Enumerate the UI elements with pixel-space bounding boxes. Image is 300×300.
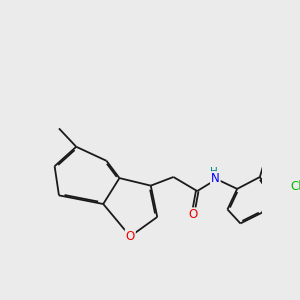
Text: Cl: Cl: [290, 180, 300, 193]
Text: O: O: [188, 208, 197, 221]
Text: O: O: [126, 230, 135, 243]
Text: N: N: [211, 172, 220, 185]
Text: H: H: [210, 167, 218, 177]
